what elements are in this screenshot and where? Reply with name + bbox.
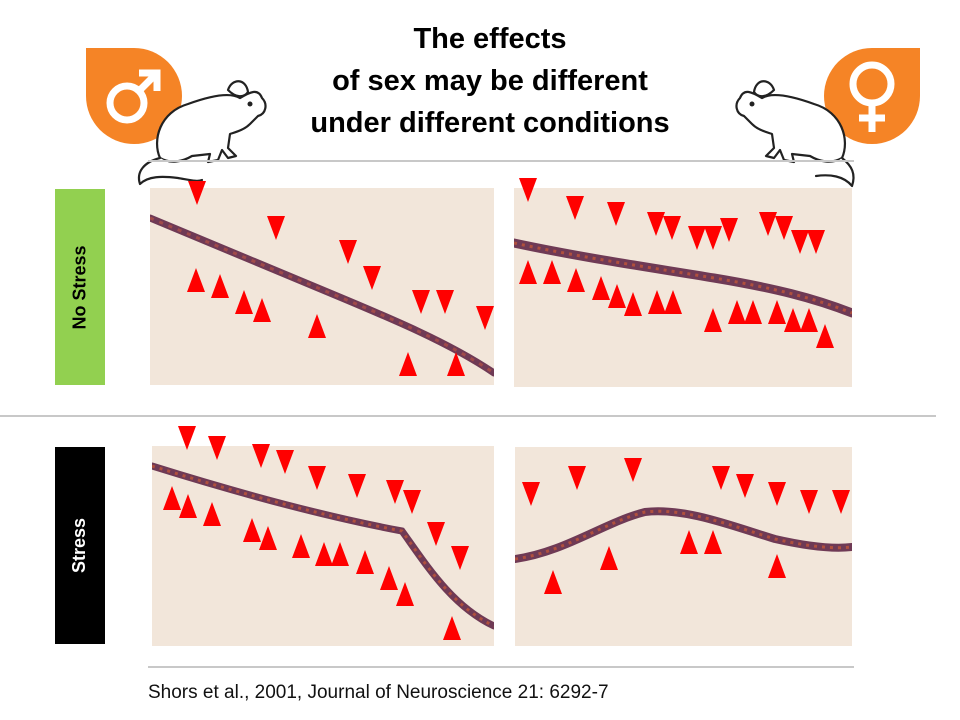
red-arrowhead-marker (680, 530, 698, 554)
citation: Shors et al., 2001, Journal of Neuroscie… (148, 682, 609, 703)
red-arrowhead-marker (775, 216, 793, 240)
red-arrowhead-marker (315, 542, 333, 566)
title-line-1: The effects (413, 23, 567, 55)
red-arrowhead-marker (187, 268, 205, 292)
red-arrowhead-marker (363, 266, 381, 290)
red-arrowhead-marker (608, 284, 626, 308)
red-arrowhead-marker (243, 518, 261, 542)
red-arrowhead-marker (768, 300, 786, 324)
red-arrowhead-marker (624, 458, 642, 482)
red-arrowhead-marker (356, 550, 374, 574)
red-arrowhead-marker (396, 582, 414, 606)
female-symbol-icon (849, 61, 895, 132)
red-arrowhead-marker (704, 308, 722, 332)
red-arrowhead-marker (276, 450, 294, 474)
mouse-icon-right (735, 80, 855, 188)
red-arrowhead-marker (816, 324, 834, 348)
red-arrowhead-marker (663, 216, 681, 240)
title-line-3: under different conditions (310, 107, 670, 139)
red-arrowhead-marker (566, 196, 584, 220)
red-arrowhead-marker (188, 181, 206, 205)
red-arrowhead-marker (292, 534, 310, 558)
red-arrowhead-marker (399, 352, 417, 376)
red-arrowhead-marker (519, 178, 537, 202)
red-arrowhead-marker (403, 490, 421, 514)
red-arrowhead-marker (832, 490, 850, 514)
red-arrowhead-marker (600, 546, 618, 570)
red-arrowhead-marker (728, 300, 746, 324)
red-arrowhead-marker (451, 546, 469, 570)
red-arrowhead-marker (308, 314, 326, 338)
red-arrowhead-marker (308, 466, 326, 490)
red-arrowhead-marker (380, 566, 398, 590)
red-arrowhead-marker (203, 502, 221, 526)
mouse-icon-left (137, 80, 267, 186)
red-arrowhead-marker (252, 444, 270, 468)
page-title: The effects of sex may be different unde… (280, 18, 700, 144)
top-divider (148, 160, 854, 162)
red-arrowhead-marker (208, 436, 226, 460)
red-arrowhead-marker (800, 490, 818, 514)
red-arrowhead-marker (744, 300, 762, 324)
red-arrowhead-marker (348, 474, 366, 498)
red-arrowhead-marker (211, 274, 229, 298)
red-arrowhead-marker (259, 526, 277, 550)
red-arrowhead-marker (791, 230, 809, 254)
red-arrowhead-marker (427, 522, 445, 546)
red-arrowhead-marker (522, 482, 540, 506)
title-line-2: of sex may be different (332, 65, 648, 97)
red-arrowhead-marker (720, 218, 738, 242)
red-arrowhead-marker (768, 554, 786, 578)
red-arrowhead-marker (607, 202, 625, 226)
red-arrowhead-marker (768, 482, 786, 506)
red-arrowhead-marker (543, 260, 561, 284)
red-arrowhead-marker (759, 212, 777, 236)
red-arrowhead-marker (386, 480, 404, 504)
red-arrowhead-marker (648, 290, 666, 314)
red-arrowhead-marker (339, 240, 357, 264)
red-arrowhead-marker (592, 276, 610, 300)
red-arrowhead-marker (784, 308, 802, 332)
red-arrowhead-marker (163, 486, 181, 510)
red-arrowhead-marker (807, 230, 825, 254)
red-arrowhead-marker (253, 298, 271, 322)
red-arrowhead-marker (800, 308, 818, 332)
red-arrowhead-marker (688, 226, 706, 250)
red-arrowhead-marker (736, 474, 754, 498)
red-arrowhead-marker (179, 494, 197, 518)
red-arrowhead-marker (704, 530, 722, 554)
red-arrowhead-marker (519, 260, 537, 284)
red-arrowhead-marker (647, 212, 665, 236)
micrograph-male-no-stress (150, 188, 494, 385)
red-arrowhead-marker (544, 570, 562, 594)
red-arrowhead-marker (567, 268, 585, 292)
red-arrowhead-marker (624, 292, 642, 316)
red-arrowhead-marker (443, 616, 461, 640)
red-arrowhead-marker (568, 466, 586, 490)
red-arrowhead-marker (664, 290, 682, 314)
red-arrowhead-marker (712, 466, 730, 490)
red-arrowhead-marker (331, 542, 349, 566)
red-arrowhead-marker (476, 306, 494, 330)
red-arrowhead-marker (267, 216, 285, 240)
red-arrowhead-marker (235, 290, 253, 314)
red-arrowhead-marker (178, 426, 196, 450)
no-stress-label: No Stress (55, 189, 105, 385)
red-arrowhead-marker (412, 290, 430, 314)
red-arrowhead-marker (436, 290, 454, 314)
red-arrowhead-marker (447, 352, 465, 376)
red-arrowhead-marker (704, 226, 722, 250)
male-symbol-icon (106, 69, 161, 124)
stress-label: Stress (55, 447, 105, 644)
middle-divider (0, 415, 936, 417)
bottom-divider (148, 666, 854, 668)
